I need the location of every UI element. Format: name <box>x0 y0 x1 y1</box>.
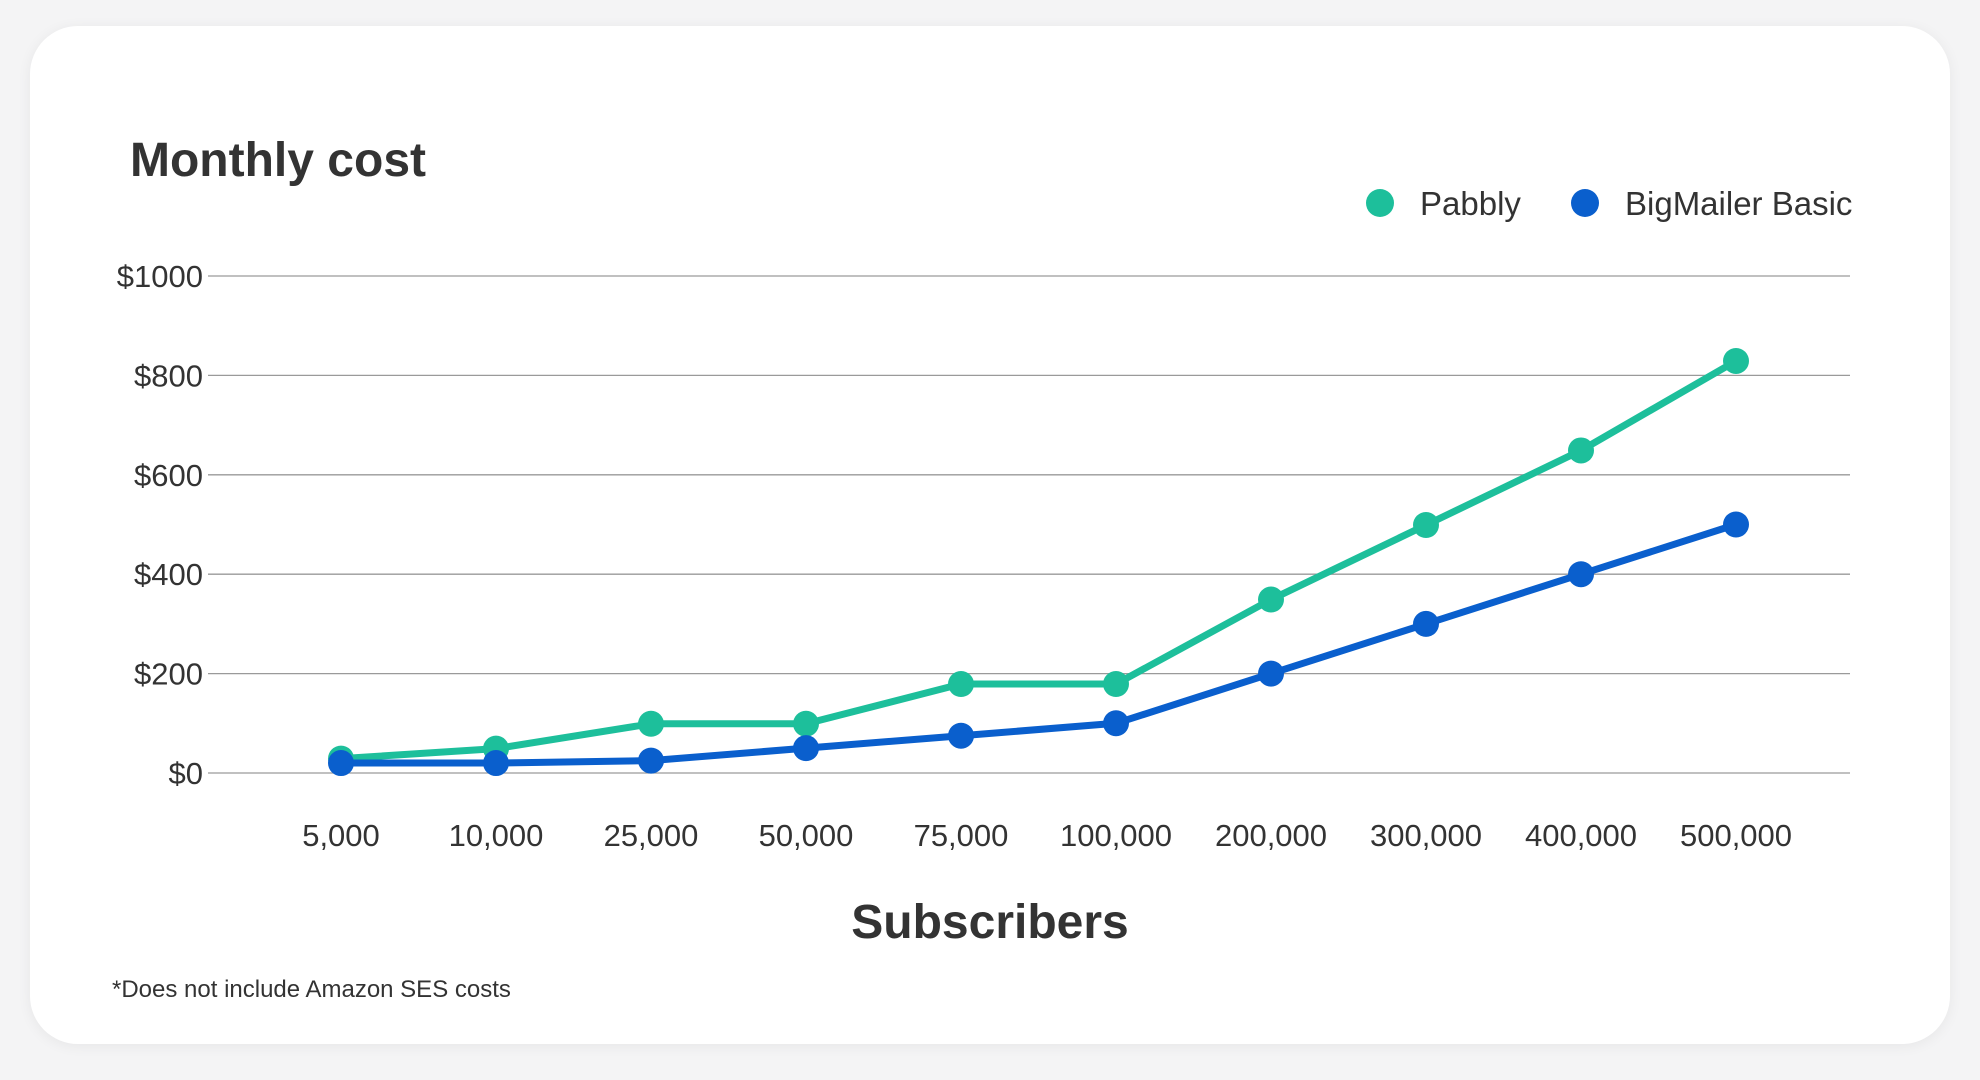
data-point-pabbly <box>948 671 974 698</box>
x-tick-label: 200,000 <box>1215 818 1327 853</box>
gridlines <box>208 275 1850 774</box>
data-point-bigmailer-basic <box>328 750 354 777</box>
series-bigmailer-basic <box>328 511 1749 777</box>
data-point-pabbly <box>638 710 664 737</box>
y-tick-label: $800 <box>134 358 203 393</box>
data-point-pabbly <box>1413 511 1439 538</box>
y-tick-label: $400 <box>134 557 203 592</box>
series-pabbly <box>328 347 1749 772</box>
data-point-bigmailer-basic <box>1258 660 1284 687</box>
data-point-bigmailer-basic <box>638 747 664 774</box>
x-tick-label: 300,000 <box>1370 818 1482 853</box>
x-tick-label: 10,000 <box>449 818 544 853</box>
y-tick-label: $0 <box>169 756 203 791</box>
data-point-bigmailer-basic <box>793 735 819 762</box>
footnote: *Does not include Amazon SES costs <box>112 976 511 1003</box>
data-point-pabbly <box>1568 437 1594 464</box>
legend: Pabbly BigMailer Basic <box>1366 185 1852 222</box>
x-tick-label: 400,000 <box>1525 818 1637 853</box>
y-tick-label: $1000 <box>117 259 203 294</box>
y-tick-label: $200 <box>134 657 203 692</box>
x-tick-label: 500,000 <box>1680 818 1792 853</box>
series-line-bigmailer-basic <box>337 521 1740 767</box>
x-axis-ticks: 5,000 10,000 25,000 50,000 75,000 100,000 200,… <box>302 818 1792 853</box>
data-point-bigmailer-basic <box>1103 710 1129 737</box>
x-tick-label: 25,000 <box>604 818 699 853</box>
data-point-bigmailer-basic <box>1723 511 1749 538</box>
data-point-pabbly <box>1103 671 1129 698</box>
legend-marker-pabbly <box>1366 189 1394 217</box>
data-point-pabbly <box>1258 586 1284 613</box>
x-tick-label: 5,000 <box>302 818 380 853</box>
data-point-pabbly <box>1723 347 1749 374</box>
data-point-pabbly <box>793 710 819 737</box>
legend-label-pabbly: Pabbly <box>1420 185 1521 222</box>
x-axis-title: Subscribers <box>851 896 1128 949</box>
y-tick-label: $600 <box>134 458 203 493</box>
chart-card <box>30 26 1950 1044</box>
data-point-bigmailer-basic <box>483 750 509 777</box>
legend-label-bigmailer-basic: BigMailer Basic <box>1625 185 1852 222</box>
data-point-bigmailer-basic <box>948 722 974 749</box>
series-line-pabbly <box>337 357 1740 763</box>
y-axis-ticks: $0 $200 $400 $600 $800 $1000 <box>117 259 203 791</box>
data-point-bigmailer-basic <box>1568 561 1594 588</box>
x-tick-label: 50,000 <box>759 818 854 853</box>
chart-title: Monthly cost <box>130 134 426 187</box>
x-tick-label: 100,000 <box>1060 818 1172 853</box>
data-point-bigmailer-basic <box>1413 610 1439 637</box>
series-layer <box>328 347 1749 777</box>
x-tick-label: 75,000 <box>914 818 1009 853</box>
legend-marker-bigmailer-basic <box>1571 189 1599 217</box>
